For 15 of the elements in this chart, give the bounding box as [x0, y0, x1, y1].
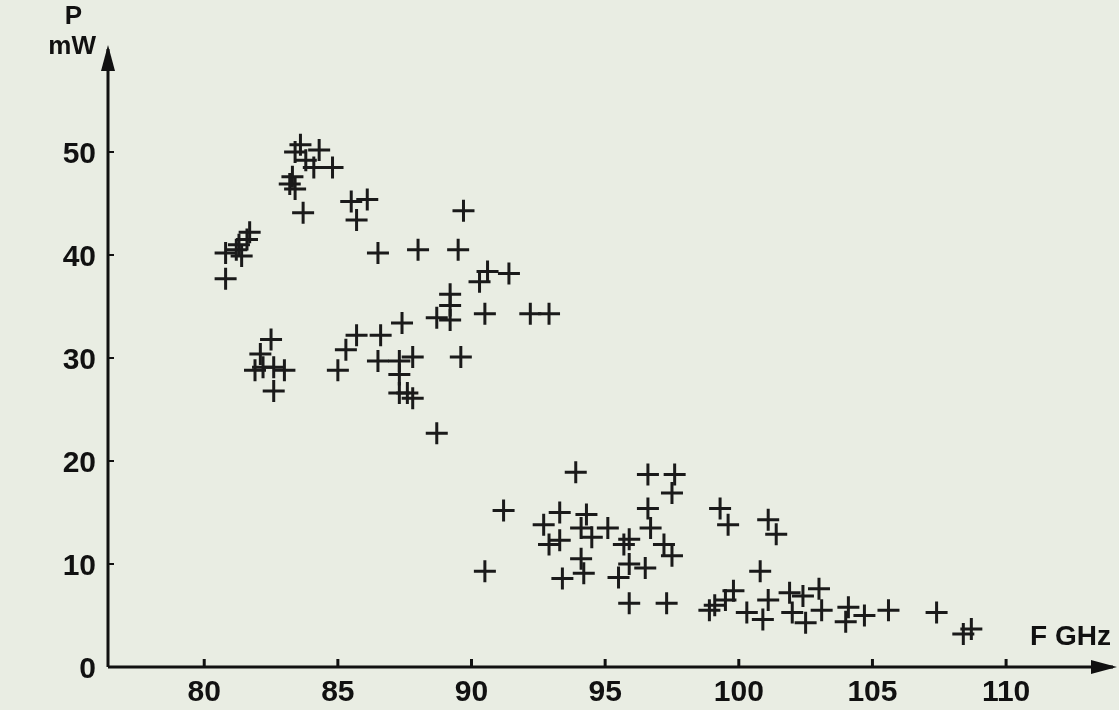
x-tick-label: 90 [454, 674, 489, 707]
y-axis-title: P mW [48, 0, 97, 60]
y-tick-label: 40 [62, 238, 96, 272]
x-tick-label: 95 [588, 674, 622, 707]
y-tick-label: 0 [79, 650, 96, 684]
y-tick-label: 10 [62, 547, 96, 581]
x-tick-label: 80 [187, 674, 221, 707]
y-tick-label: 50 [62, 135, 96, 169]
x-axis-title: F GHz [1030, 620, 1111, 651]
x-tick-label: 105 [847, 674, 898, 707]
y-tick-label: 20 [62, 444, 96, 478]
x-tick-label: 85 [321, 674, 355, 707]
y-tick-label: 30 [62, 341, 96, 375]
x-tick-label: 100 [713, 674, 764, 707]
x-tick-label: 110 [981, 674, 1031, 707]
